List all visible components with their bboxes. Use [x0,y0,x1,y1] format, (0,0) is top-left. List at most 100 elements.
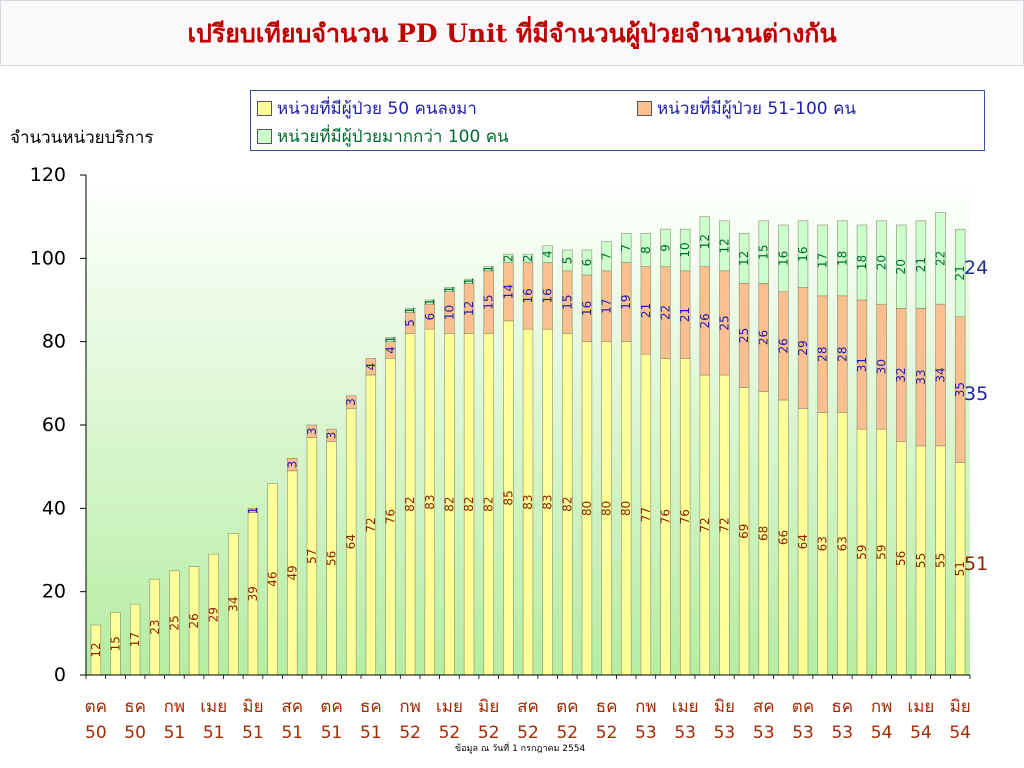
x-tick-label-year: 52 [556,723,578,743]
data-label-low: 64 [796,534,810,549]
data-label-low: 55 [914,553,928,568]
data-label-mid: 16 [521,288,535,303]
data-label-mid: 26 [776,338,790,353]
x-tick-label-month: มิย [714,697,735,717]
bar-segment-mid [306,424,318,438]
data-label-mid: 35 [953,382,967,397]
data-label-high: 6 [580,259,594,267]
data-label-low: 56 [325,551,339,566]
data-label-mid: 34 [934,367,948,382]
data-label-high: 5 [560,257,574,265]
bar-segment-high [463,278,475,284]
bar-segment-high [503,253,514,263]
x-tick-label-year: 52 [596,723,618,743]
data-label-low: 64 [344,534,358,549]
data-label-high: 12 [717,238,731,253]
data-label-mid: 22 [659,305,673,320]
bar-segment-high [640,233,652,267]
bar-segment-high [522,253,534,263]
bar-segment-high [896,224,907,309]
data-label-low: 49 [285,565,299,580]
x-tick-label-month: สค [281,697,303,717]
legend-swatch-mid [637,101,652,116]
x-tick-label-month: เมย [436,697,463,717]
data-label-low: 69 [737,524,751,539]
x-tick-label-month: เมย [200,697,227,717]
y-tick-label: 40 [42,497,66,519]
bar-segment-high [778,224,789,292]
bar-segment-high [581,249,593,276]
bar-segment-high [876,220,887,305]
bar-segment-high [915,220,927,309]
data-label-low: 82 [403,497,417,512]
data-label-low: 46 [266,572,280,587]
data-label-low: 80 [600,501,614,516]
x-tick-label-month: ธค [831,697,853,717]
data-label-high: 7 [619,244,633,252]
x-tick-label-month: ตค [792,697,814,717]
data-label-high: 16 [796,247,810,262]
data-label-high: 18 [835,251,849,266]
data-label-mid: 16 [580,301,594,316]
data-label-low: 72 [698,517,712,532]
data-label-low: 26 [187,613,201,628]
data-label-low: 85 [501,490,515,505]
x-tick-label-month: ธค [596,697,618,717]
data-label-mid: 21 [639,303,653,318]
x-tick-label-month: กพ [635,697,657,717]
bar-segment-high [738,233,750,284]
data-label-mid: 28 [816,347,830,362]
data-label-low: 76 [659,509,673,524]
data-label-high: 18 [855,255,869,270]
legend-label-low: หน่วยที่มีผู้ป่วย 50 คนลงมา [277,99,477,119]
x-tick-label-year: 53 [831,723,853,743]
data-label-low: 82 [462,497,476,512]
data-label-mid: 26 [698,313,712,328]
data-label-high: 1 [462,277,476,285]
data-label-low: 77 [639,507,653,522]
chart-title: เปรียบเทียบจำนวน PD Unit ที่มีจำนวนผู้ป่… [187,19,837,48]
x-tick-label-year: 52 [439,723,461,743]
data-label-low: 51 [953,561,967,576]
x-tick-label-month: ตค [85,697,107,717]
data-label-high: 1 [482,265,496,273]
data-label-mid: 17 [600,299,614,314]
data-label-mid: 29 [796,340,810,355]
source-note: ข้อมูล ณ วันที่ 1 กรกฎาคม 2554 [455,744,586,754]
data-label-low: 63 [835,536,849,551]
bar-segment-high [935,212,946,305]
data-label-low: 39 [246,586,260,601]
data-label-mid: 15 [560,294,574,309]
data-label-mid: 3 [344,398,358,406]
x-tick-label-month: เมย [907,697,934,717]
bar-segment-high [758,220,769,284]
data-label-mid: 16 [541,288,555,303]
legend-label-mid: หน่วยที่มีผู้ป่วย 51-100 คน [657,99,857,119]
data-label-high: 4 [541,250,555,258]
bar-segment-high [817,224,828,297]
data-label-high: 7 [600,252,614,260]
data-label-high: 20 [894,259,908,274]
data-label-mid: 4 [364,363,378,371]
data-label-high: 20 [875,255,889,270]
data-label-mid: 26 [757,330,771,345]
bar-segment-high [621,233,632,263]
legend-swatch-low [257,101,272,116]
x-tick-label-year: 54 [949,723,971,743]
data-label-low: 63 [816,536,830,551]
x-tick-label-month: มิย [242,697,263,717]
data-label-low: 59 [875,544,889,559]
x-tick-label-month: ตค [320,697,342,717]
side-label-low: 51 [964,553,989,575]
y-tick-label: 100 [30,247,66,269]
data-label-low: 29 [207,607,221,622]
data-label-high: 9 [659,244,673,252]
x-tick-label-month: กพ [399,697,421,717]
data-label-high: 21 [914,257,928,272]
data-label-low: 76 [678,509,692,524]
x-tick-label-year: 54 [910,723,932,743]
data-label-low: 80 [580,501,594,516]
x-tick-label-year: 52 [399,723,421,743]
bar-segment-high [699,216,711,267]
